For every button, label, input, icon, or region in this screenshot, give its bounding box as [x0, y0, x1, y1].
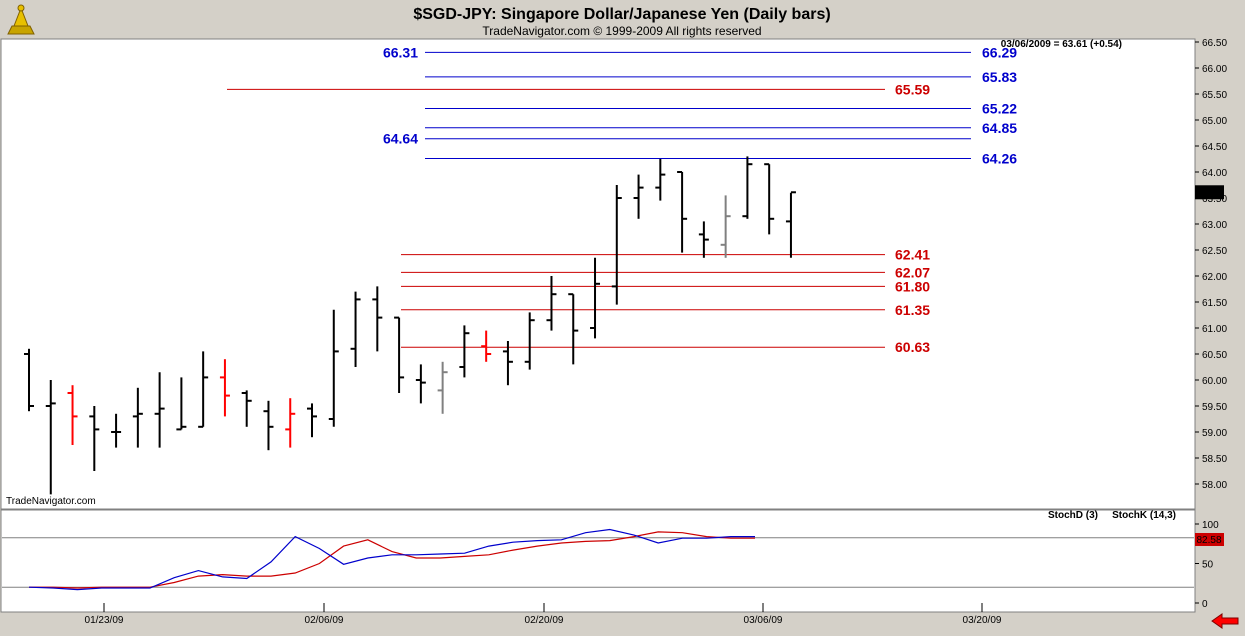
date-tick-label: 02/20/09 — [525, 615, 564, 626]
blue-level-right-label: 65.22 — [982, 101, 1017, 117]
price-tick-label: 66.00 — [1202, 64, 1227, 75]
stoch-tick-label: 0 — [1202, 599, 1208, 610]
price-tick-label: 58.00 — [1202, 480, 1227, 491]
stochastic-legend: StochD (3) StochK (14,3) — [1048, 510, 1176, 521]
price-tick-label: 60.00 — [1202, 376, 1227, 387]
last-price-readout: 03/06/2009 = 63.61 (+0.54) — [1001, 39, 1122, 50]
scroll-right-arrow-icon[interactable] — [1203, 613, 1243, 630]
watermark: TradeNavigator.com — [6, 496, 96, 507]
price-tick-label: 62.50 — [1202, 246, 1227, 257]
blue-level-right-label: 66.29 — [982, 44, 1017, 60]
copyright-notice: TradeNavigator.com © 1999-2009 All right… — [482, 24, 761, 38]
price-tick-label: 58.50 — [1202, 454, 1227, 465]
price-tick-label: 62.00 — [1202, 272, 1227, 283]
price-tick-label: 63.00 — [1202, 220, 1227, 231]
red-level-label: 61.80 — [895, 278, 930, 294]
blue-level-right-label: 65.83 — [982, 69, 1017, 85]
blue-level-left-label: 64.64 — [383, 131, 418, 147]
date-tick-label: 03/06/09 — [744, 615, 783, 626]
legend-stoch-k: StochK (14,3) — [1112, 510, 1176, 521]
price-tick-label: 64.50 — [1202, 142, 1227, 153]
price-tick-label: 65.50 — [1202, 90, 1227, 101]
price-tick-label: 61.00 — [1202, 324, 1227, 335]
date-tick-label: 03/20/09 — [963, 615, 1002, 626]
price-tick-label: 60.50 — [1202, 350, 1227, 361]
stoch-value-tag: 82.58 — [1195, 533, 1224, 546]
price-tick-label: 61.50 — [1202, 298, 1227, 309]
blue-level-right-label: 64.85 — [982, 120, 1017, 136]
red-level-label: 65.59 — [895, 81, 930, 97]
blue-level-right-label: 64.26 — [982, 150, 1017, 166]
price-tick-label: 66.50 — [1202, 38, 1227, 49]
stochastic-panel[interactable] — [1, 510, 1195, 612]
chart-title: $SGD-JPY: Singapore Dollar/Japanese Yen … — [413, 6, 830, 23]
stoch-tick-label: 50 — [1202, 560, 1214, 571]
price-tick-label: 59.50 — [1202, 402, 1227, 413]
red-level-label: 62.41 — [895, 247, 930, 263]
date-tick-label: 02/06/09 — [305, 615, 344, 626]
svg-text:82.58: 82.58 — [1196, 535, 1221, 546]
blue-level-left-label: 66.31 — [383, 44, 418, 60]
red-level-label: 60.63 — [895, 339, 930, 355]
price-tick-label: 59.00 — [1202, 428, 1227, 439]
date-tick-label: 01/23/09 — [85, 615, 124, 626]
stoch-tick-label: 100 — [1202, 520, 1219, 531]
last-price-tag: 63.61 — [1195, 185, 1224, 199]
price-tick-label: 65.00 — [1202, 116, 1227, 127]
svg-text:63.61: 63.61 — [1196, 188, 1221, 199]
price-tick-label: 64.00 — [1202, 168, 1227, 179]
red-level-label: 61.35 — [895, 302, 930, 318]
legend-stoch-d: StochD (3) — [1048, 510, 1098, 521]
